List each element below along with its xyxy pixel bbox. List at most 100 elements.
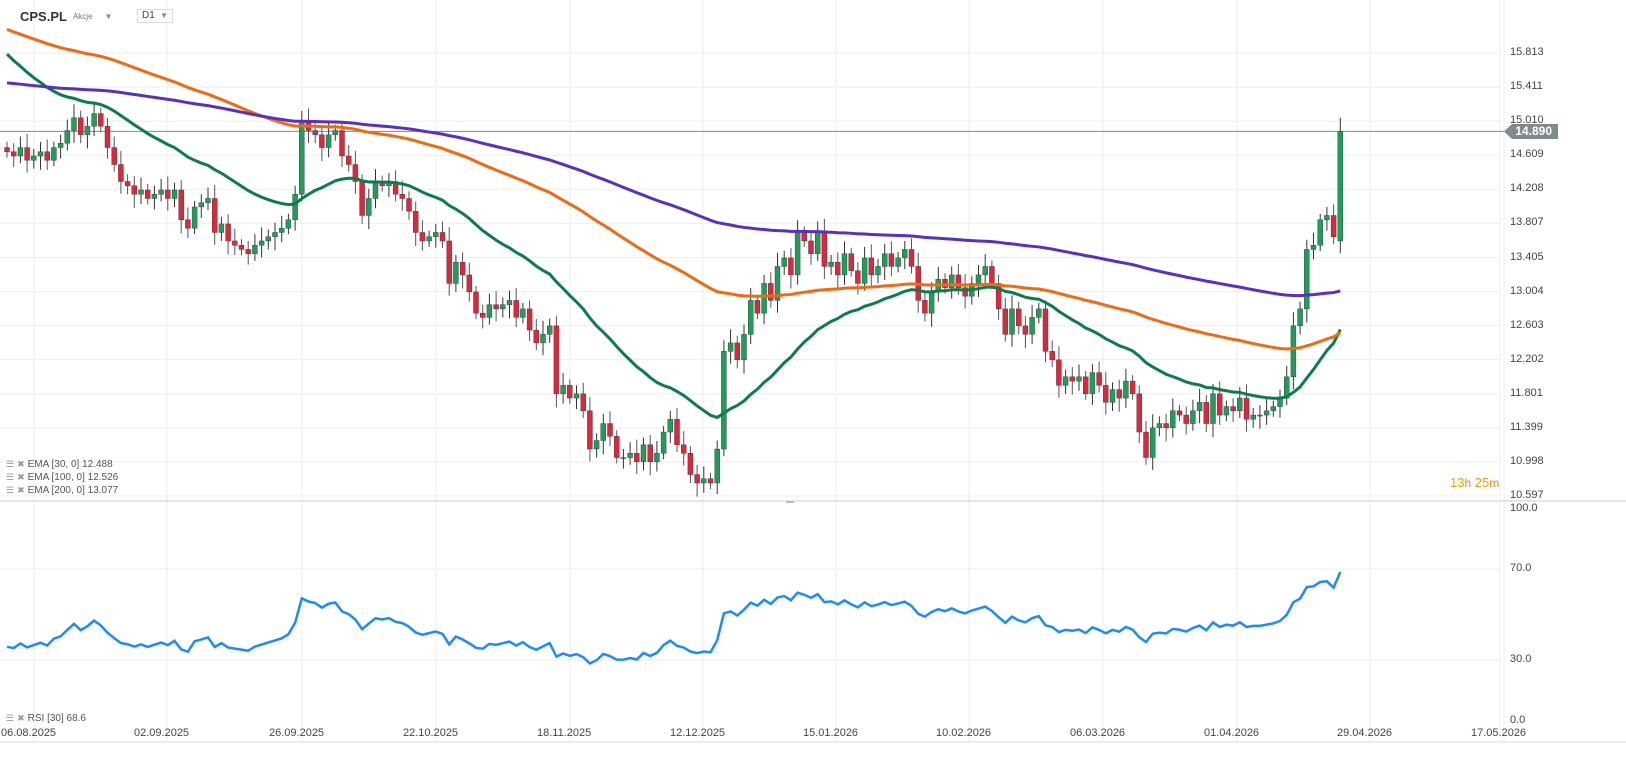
candle: [459, 252, 466, 289]
date-tick-label: 01.04.2026: [1204, 727, 1260, 739]
settings-icon[interactable]: ☰: [6, 713, 15, 723]
candle-body: [366, 198, 372, 216]
candle-body: [1163, 423, 1169, 429]
candle-body: [265, 236, 271, 242]
candle: [1143, 421, 1149, 465]
candle-body: [245, 249, 251, 254]
candle: [1049, 340, 1055, 368]
candle-body: [855, 270, 861, 284]
candle-body: [949, 274, 955, 288]
candle-body: [634, 453, 640, 462]
settings-icon[interactable]: ☰: [6, 485, 15, 495]
ema100-line: [6, 27, 1342, 351]
candle: [198, 194, 205, 219]
candle: [1270, 400, 1277, 417]
settings-icon[interactable]: ☰: [6, 459, 15, 469]
date-tick-label: 26.09.2025: [269, 727, 325, 739]
candle: [674, 408, 680, 453]
candle-body: [406, 198, 412, 212]
candle: [10, 143, 17, 168]
candle: [1317, 213, 1323, 252]
candle: [64, 119, 71, 151]
candle: [232, 228, 238, 255]
candle-body: [346, 155, 352, 165]
candle: [37, 142, 44, 170]
candle: [453, 254, 459, 292]
candle-body: [861, 257, 868, 284]
close-icon[interactable]: ✖: [17, 485, 25, 495]
candle: [493, 291, 499, 322]
legend-ema30[interactable]: ☰ ✖ EMA [30, 0] 12.488: [6, 459, 113, 470]
price-tick-label: 14.609: [1510, 148, 1544, 161]
candle: [647, 435, 653, 476]
legend-rsi[interactable]: ☰ ✖ RSI [30] 68.6: [6, 713, 86, 724]
candle-body: [761, 283, 767, 314]
candle-body: [1290, 325, 1297, 378]
candle-body: [118, 164, 124, 182]
candle: [734, 335, 740, 369]
candle-body: [258, 240, 265, 246]
candle: [928, 282, 935, 327]
symbol-selector[interactable]: CPS.PL Akcje ▼: [20, 9, 112, 24]
close-icon[interactable]: ✖: [17, 459, 25, 469]
price-tick-label: 13.807: [1510, 216, 1544, 229]
candle: [768, 272, 774, 308]
price-tick-label: 15.813: [1510, 46, 1544, 58]
candle: [158, 178, 164, 202]
candle-body: [439, 232, 446, 242]
candle-body: [1170, 410, 1176, 429]
settings-icon[interactable]: ☰: [6, 472, 15, 482]
candle-body: [567, 385, 573, 399]
candle-body: [57, 143, 64, 148]
candle: [875, 259, 881, 284]
candle-body: [614, 436, 620, 458]
candle-body: [124, 181, 131, 186]
candle: [701, 466, 707, 493]
candle-body: [580, 393, 586, 412]
candle: [694, 464, 700, 497]
timeframe-select[interactable]: D1 ▼: [137, 9, 173, 23]
candle: [681, 431, 687, 466]
price-tick-label: 15.411: [1510, 80, 1543, 93]
candle: [707, 472, 714, 489]
candle: [1029, 305, 1035, 345]
candle: [372, 169, 379, 209]
candle-body: [600, 423, 606, 441]
candle: [178, 180, 184, 234]
candle: [660, 426, 667, 460]
candle: [413, 201, 419, 247]
panel-resize-handle[interactable]: [786, 501, 794, 503]
candle: [258, 227, 265, 258]
candle-body: [640, 444, 647, 462]
candle-body: [352, 164, 359, 182]
rsi-line: [6, 571, 1342, 665]
legend-ema100[interactable]: ☰ ✖ EMA [100, 0] 12.526: [6, 472, 118, 483]
candle: [741, 324, 747, 374]
candle: [815, 221, 821, 261]
candle: [1183, 406, 1189, 435]
legend-ema200[interactable]: ☰ ✖ EMA [200, 0] 13.077: [6, 485, 118, 496]
candle: [406, 191, 412, 220]
candle-body: [1036, 308, 1042, 318]
candle-body: [292, 194, 298, 220]
candle: [439, 221, 446, 249]
close-icon[interactable]: ✖: [17, 472, 25, 482]
candle: [1176, 404, 1183, 422]
candle-body: [238, 244, 245, 250]
candle-body: [781, 257, 787, 267]
candle: [433, 223, 439, 248]
candle: [24, 133, 30, 173]
close-icon[interactable]: ✖: [17, 713, 25, 723]
candle: [1149, 414, 1156, 470]
candle-body: [868, 257, 874, 276]
candle-body: [573, 393, 580, 399]
candle: [607, 411, 613, 447]
candle-body: [1136, 393, 1143, 433]
candle-body: [185, 219, 191, 229]
candle: [794, 220, 801, 285]
rsi-tick-label: 100.0: [1510, 502, 1538, 514]
candle: [1203, 395, 1210, 433]
legend-label: EMA [30, 0] 12.488: [27, 459, 113, 470]
date-tick-label: 22.10.2025: [403, 727, 459, 739]
